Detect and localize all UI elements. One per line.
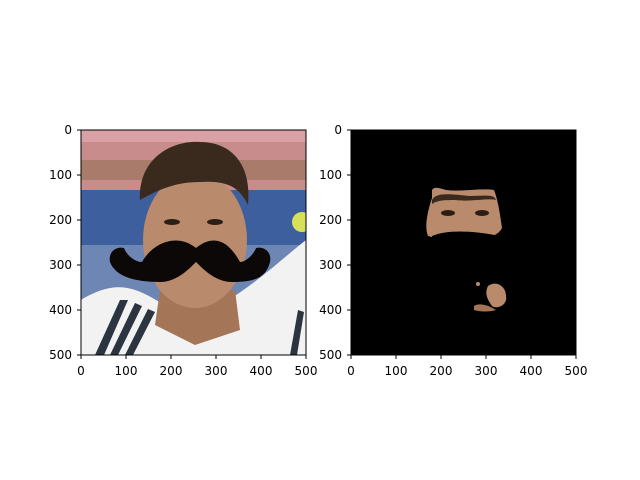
right-xtick-label: 300: [475, 364, 498, 378]
left-xtick-label: 500: [295, 364, 318, 378]
left-xtick-label: 100: [115, 364, 138, 378]
right-axes: 0 100 200 300 400 500 0 100 200 300 400 …: [319, 123, 587, 378]
left-image: [81, 130, 306, 355]
right-x-ticks: 0 100 200 300 400 500: [347, 355, 587, 378]
left-ytick-label: 100: [49, 168, 72, 182]
left-axes: 0 100 200 300 400 500 0 100 200 300 400 …: [49, 123, 317, 378]
left-ytick-label: 500: [49, 348, 72, 362]
right-xtick-label: 400: [520, 364, 543, 378]
right-y-ticks: 0 100 200 300 400 500: [319, 123, 351, 362]
left-ytick-label: 300: [49, 258, 72, 272]
left-ytick-label: 0: [64, 123, 72, 137]
right-ytick-label: 500: [319, 348, 342, 362]
right-xtick-label: 500: [565, 364, 588, 378]
right-ytick-label: 300: [319, 258, 342, 272]
left-x-ticks: 0 100 200 300 400 500: [77, 355, 317, 378]
left-xtick-label: 200: [160, 364, 183, 378]
right-xtick-label: 100: [385, 364, 408, 378]
right-ytick-label: 200: [319, 213, 342, 227]
right-ytick-label: 100: [319, 168, 342, 182]
left-y-ticks: 0 100 200 300 400 500: [49, 123, 81, 362]
right-xtick-label: 200: [430, 364, 453, 378]
left-ytick-label: 400: [49, 303, 72, 317]
left-xtick-label: 400: [250, 364, 273, 378]
left-xtick-label: 0: [77, 364, 85, 378]
right-ytick-label: 400: [319, 303, 342, 317]
left-xtick-label: 300: [205, 364, 228, 378]
right-ytick-label: 0: [334, 123, 342, 137]
right-image: [351, 130, 576, 355]
left-ytick-label: 200: [49, 213, 72, 227]
right-xtick-label: 0: [347, 364, 355, 378]
